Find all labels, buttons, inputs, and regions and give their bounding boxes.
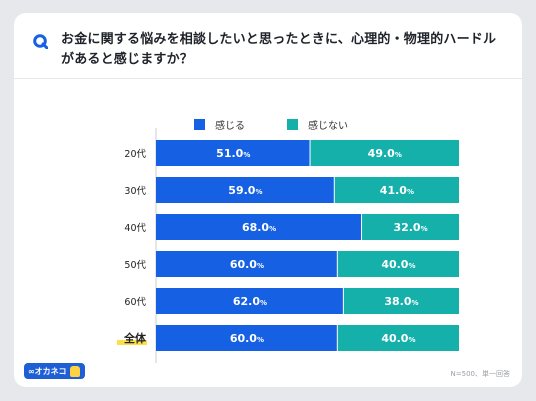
stacked-bar-chart: 20代 51.0% 49.0% 30代 59.0% 41.0% 40代 68.0% 32.0% 5…	[117, 128, 459, 363]
brand-logo-text: ∞オカネコ	[28, 366, 67, 376]
category-label: 30代	[124, 186, 146, 197]
data-label: 60.0%	[230, 332, 264, 345]
data-label: 40.0%	[381, 332, 415, 345]
bar-segment-no	[362, 214, 459, 240]
sample-note: N=500、単一回答	[450, 370, 510, 378]
bar-segment-yes	[156, 325, 337, 351]
bar-segment-no	[310, 140, 459, 166]
bar-segment-no	[343, 288, 459, 314]
data-label-unit: %	[257, 336, 264, 344]
bar-segment-yes	[156, 214, 362, 240]
brand-logo: ∞オカネコ	[24, 363, 85, 379]
legend-swatch-yes	[194, 118, 205, 130]
chart-legend: 感じる 感じない	[14, 116, 522, 132]
data-label-unit: %	[421, 225, 428, 233]
category-label: 60代	[124, 297, 146, 308]
category-highlight	[117, 340, 147, 345]
legend-item-no: 感じない	[287, 116, 348, 132]
bar-segment-no	[334, 177, 459, 203]
bar-segment-yes	[156, 177, 334, 203]
chart-title: お金に関する悩みを相談したいと思ったときに、心理的・物理的ハードルがあると感じま…	[61, 32, 497, 67]
data-label: 60.0%	[230, 258, 264, 271]
data-label: 40.0%	[381, 258, 415, 271]
legend-label-no: 感じない	[308, 120, 348, 132]
data-label: 49.0%	[368, 147, 402, 160]
data-label-unit: %	[407, 188, 414, 196]
data-label-unit: %	[411, 299, 418, 307]
data-label: 51.0%	[216, 147, 250, 160]
data-label-unit: %	[408, 262, 415, 270]
mascot-icon	[69, 365, 80, 377]
category-label: 50代	[124, 260, 146, 271]
bar-segment-no	[337, 325, 459, 351]
data-label-unit: %	[408, 336, 415, 344]
bar-segment-no	[337, 251, 459, 277]
category-label: 全体	[123, 331, 147, 345]
legend-item-yes: 感じる	[194, 116, 245, 132]
data-label: 41.0%	[380, 184, 414, 197]
bar-segment-yes	[156, 251, 337, 277]
bar-segment-yes	[156, 288, 343, 314]
data-label: 62.0%	[233, 295, 267, 308]
data-label-unit: %	[395, 151, 402, 159]
data-label: 32.0%	[393, 221, 427, 234]
question-icon	[33, 34, 48, 49]
data-label: 59.0%	[228, 184, 262, 197]
legend-swatch-no	[287, 118, 298, 130]
category-label: 20代	[124, 149, 146, 160]
legend-label-yes: 感じる	[215, 120, 245, 132]
data-label: 38.0%	[384, 295, 418, 308]
title-divider	[14, 78, 522, 79]
bar-segment-yes	[156, 140, 310, 166]
chart-card: お金に関する悩みを相談したいと思ったときに、心理的・物理的ハードルがあると感じま…	[14, 13, 522, 387]
data-label-unit: %	[257, 262, 264, 270]
data-label-unit: %	[269, 225, 276, 233]
data-label-unit: %	[260, 299, 267, 307]
category-label: 40代	[124, 223, 146, 234]
data-label: 68.0%	[242, 221, 276, 234]
data-label-unit: %	[243, 151, 250, 159]
data-label-unit: %	[255, 188, 262, 196]
